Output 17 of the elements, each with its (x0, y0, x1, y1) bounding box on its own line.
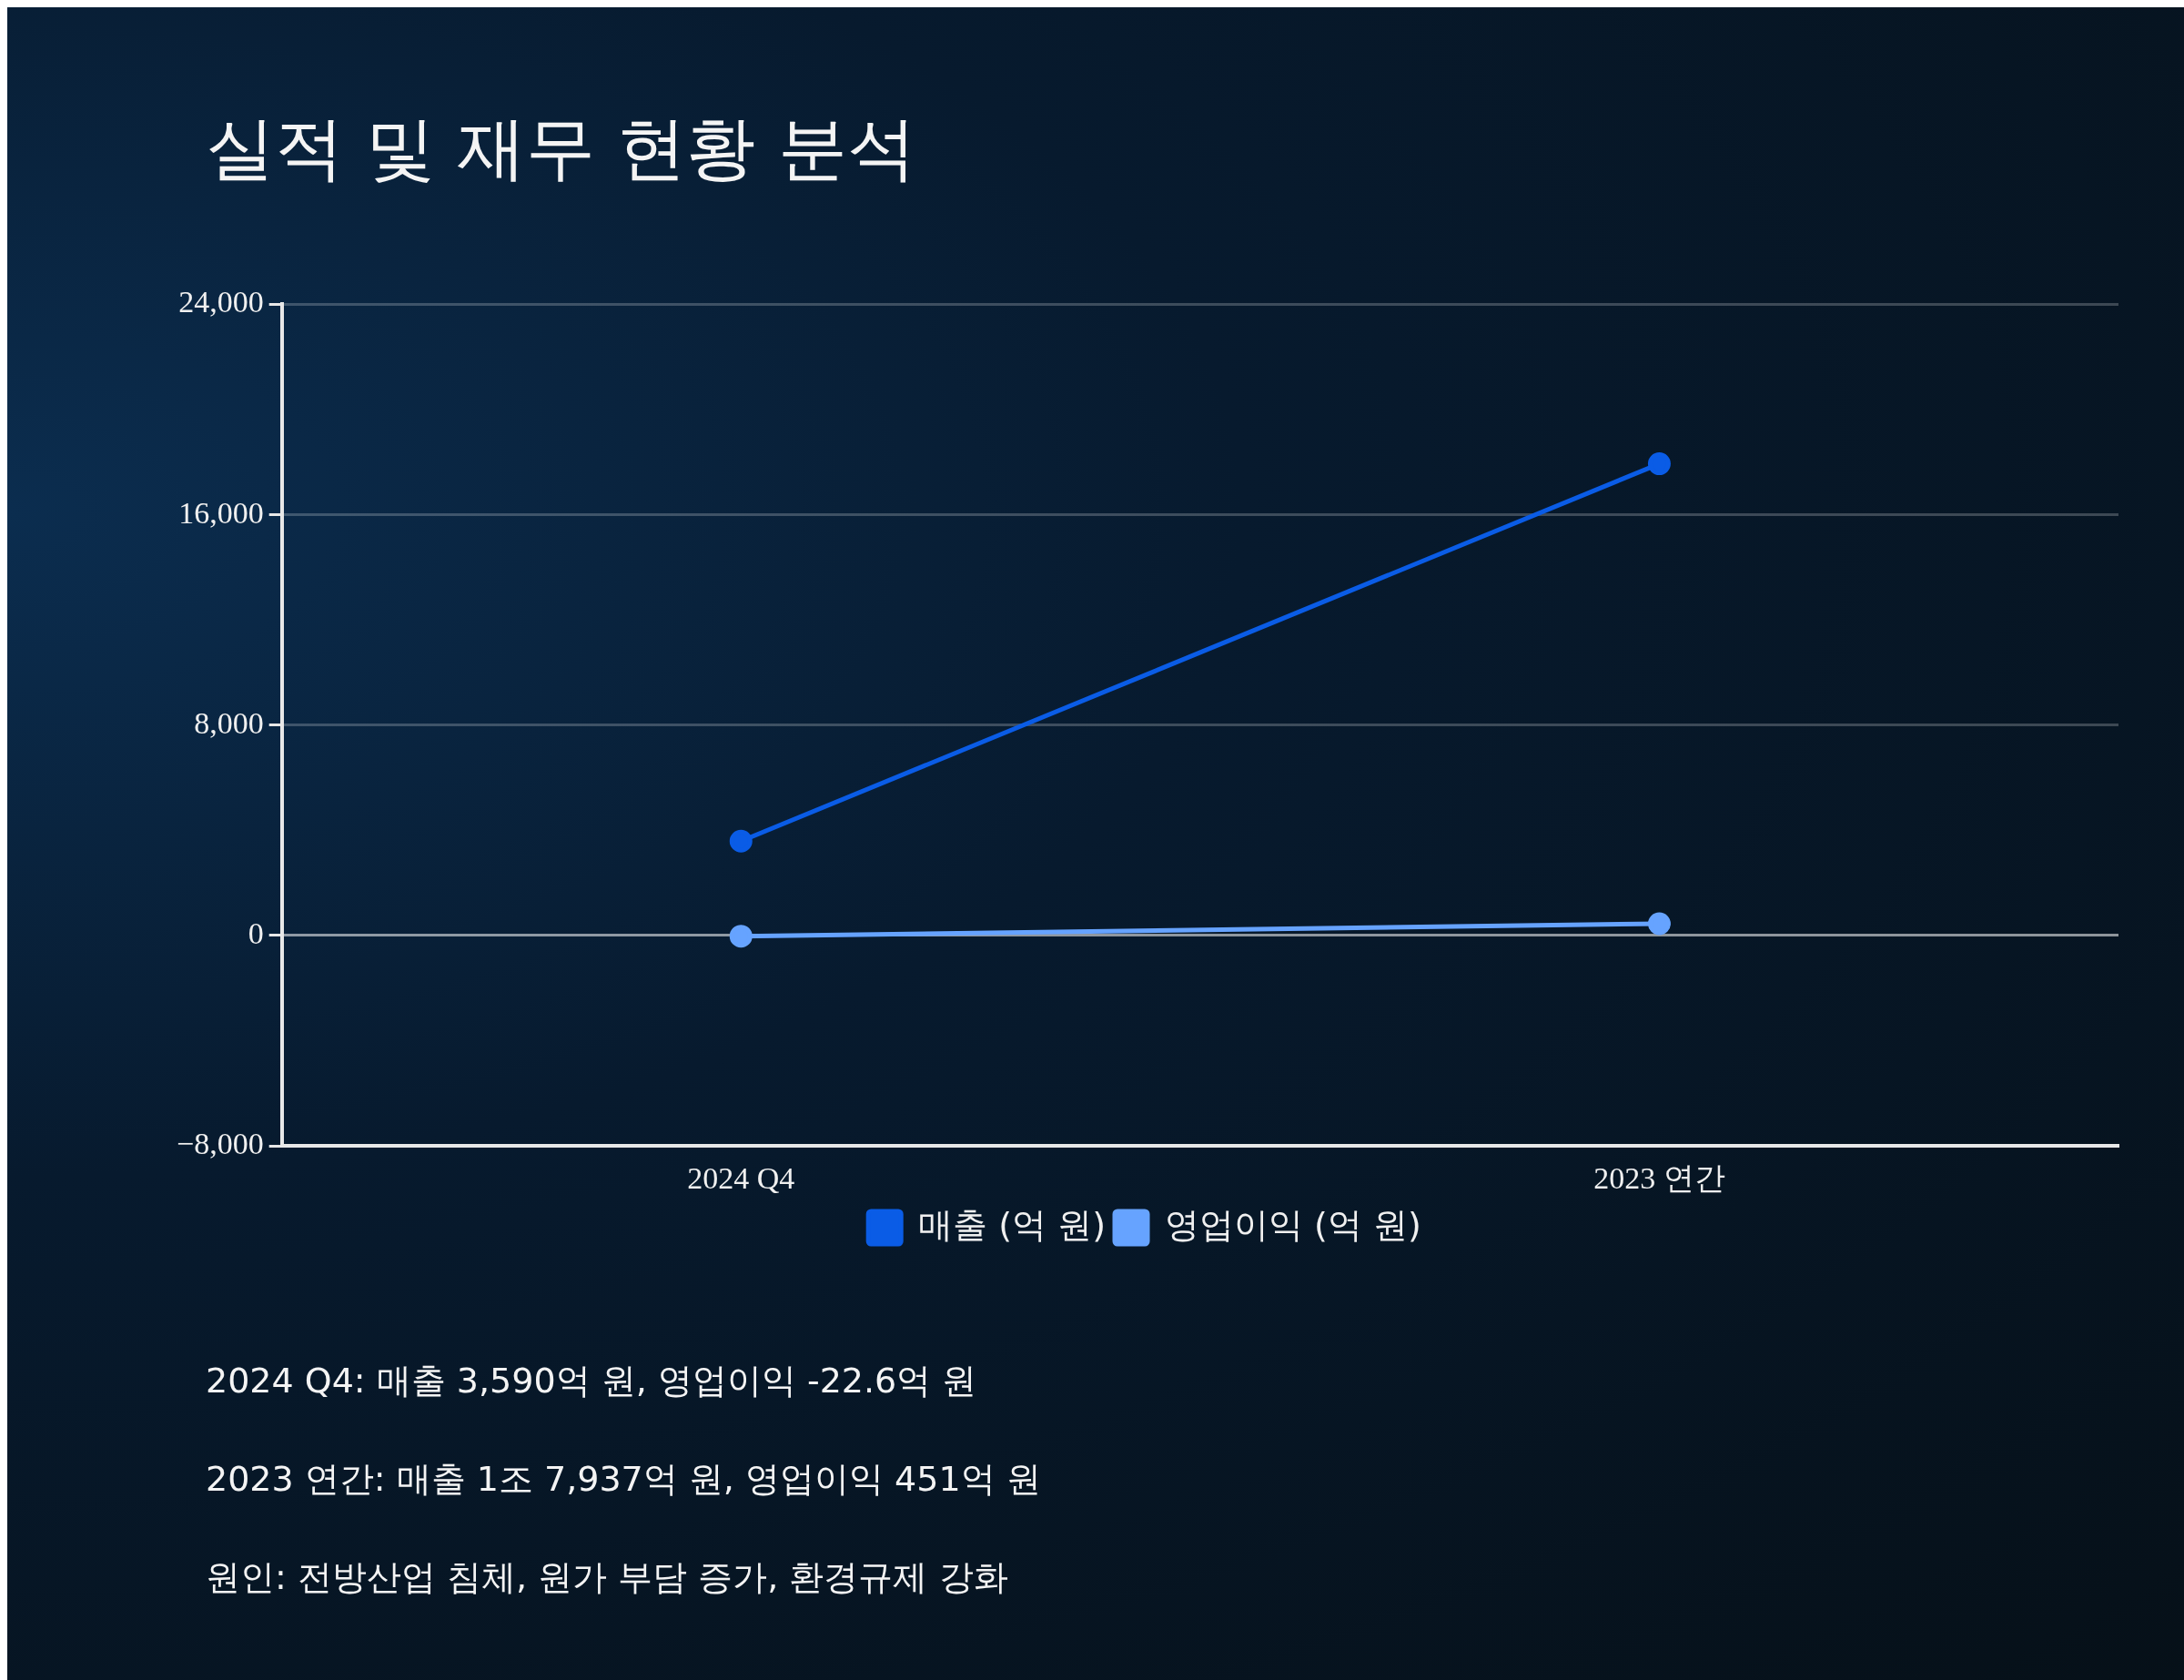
point (729, 925, 753, 948)
text: 2024 Q4: 매출 3,590억 원, 영업이익 -22.6억 원 (206, 1360, 978, 1402)
point (1647, 452, 1671, 476)
x-tick-label: 2023 연간 (1593, 1160, 1725, 1195)
text: 원인: 전방산업 침체, 원가 부담 증가, 환경규제 강화 (206, 1556, 1009, 1599)
x-tick-label: 2024 Q4 (687, 1160, 795, 1195)
point (1647, 912, 1671, 936)
legend-label: 영업이익 (억 원) (1165, 1204, 1421, 1245)
legend-label: 매출 (억 원) (918, 1204, 1106, 1245)
text: 2023 연간: 매출 1조 7,937억 원, 영업이익 451억 원 (206, 1458, 1041, 1501)
y-tick-label: 16,000 (178, 495, 264, 530)
chart-title: 실적 및 재무 현황 분석 (206, 106, 916, 190)
y-tick-label: 0 (248, 916, 264, 950)
y-tick-label: −8,000 (176, 1127, 264, 1161)
point (729, 829, 753, 853)
y-tick-label: 24,000 (178, 285, 264, 319)
y-tick-label: 8,000 (194, 705, 264, 740)
